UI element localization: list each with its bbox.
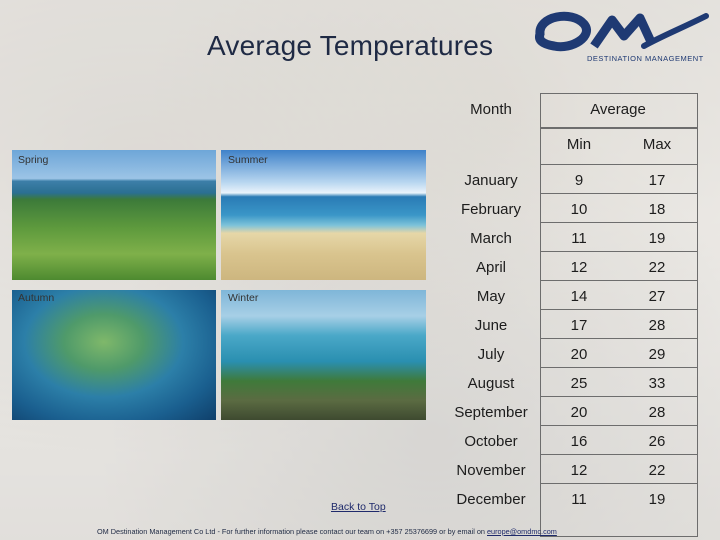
cell-max: 26 bbox=[648, 433, 666, 450]
values-border bbox=[540, 127, 698, 537]
row-divider bbox=[540, 280, 697, 281]
min-header: Min bbox=[566, 136, 592, 153]
row-divider bbox=[540, 338, 697, 339]
cell-max: 29 bbox=[648, 346, 666, 363]
page-title: Average Temperatures bbox=[207, 30, 494, 61]
cell-max: 28 bbox=[648, 317, 666, 334]
cell-min: 11 bbox=[571, 491, 587, 508]
footer-text: OM Destination Management Co Ltd - For f… bbox=[97, 527, 487, 536]
row-divider bbox=[540, 193, 697, 194]
cell-min: 9 bbox=[574, 172, 584, 189]
cell-month: June bbox=[474, 317, 508, 334]
cell-max: 33 bbox=[648, 375, 666, 392]
cell-month: April bbox=[475, 259, 506, 276]
cell-min: 20 bbox=[570, 404, 588, 421]
row-divider bbox=[540, 222, 697, 223]
cell-max: 17 bbox=[648, 172, 666, 189]
cell-min: 16 bbox=[570, 433, 588, 450]
winter-label: Winter bbox=[228, 292, 259, 304]
cell-month: November bbox=[456, 462, 526, 479]
month-header: Month bbox=[470, 101, 512, 118]
back-to-top-link[interactable]: Back to Top bbox=[331, 501, 386, 513]
cell-min: 10 bbox=[570, 201, 588, 218]
row-divider bbox=[540, 454, 697, 455]
row-divider bbox=[540, 396, 697, 397]
footer-contact: OM Destination Management Co Ltd - For f… bbox=[97, 527, 557, 536]
om-logo-icon bbox=[535, 11, 709, 52]
spring-label: Spring bbox=[18, 154, 49, 166]
autumn-label: Autumn bbox=[18, 292, 55, 304]
cell-min: 25 bbox=[570, 375, 588, 392]
average-header: Average bbox=[590, 101, 646, 118]
row-divider bbox=[540, 483, 697, 484]
cell-min: 12 bbox=[570, 259, 588, 276]
cell-month: October bbox=[464, 433, 518, 450]
row-divider bbox=[540, 251, 697, 252]
footer-email-link[interactable]: europe@omdmc.com bbox=[487, 527, 557, 536]
autumn-photo bbox=[12, 290, 216, 420]
cell-max: 28 bbox=[648, 404, 666, 421]
cell-max: 19 bbox=[648, 491, 666, 508]
logo-subtitle: DESTINATION MANAGEMENT bbox=[587, 54, 704, 63]
row-divider bbox=[540, 164, 697, 165]
cell-min: 11 bbox=[571, 230, 587, 247]
cell-month: December bbox=[456, 491, 526, 508]
cell-month: February bbox=[460, 201, 522, 218]
cell-max: 27 bbox=[648, 288, 666, 305]
cell-min: 12 bbox=[570, 462, 588, 479]
winter-photo bbox=[221, 290, 426, 420]
cell-min: 14 bbox=[570, 288, 588, 305]
spring-photo bbox=[12, 150, 216, 280]
row-divider bbox=[540, 309, 697, 310]
cell-month: August bbox=[467, 375, 515, 392]
average-header-border bbox=[540, 93, 698, 129]
cell-month: March bbox=[470, 230, 512, 247]
summer-label: Summer bbox=[228, 154, 268, 166]
cell-min: 17 bbox=[570, 317, 588, 334]
max-header: Max bbox=[642, 136, 672, 153]
cell-max: 22 bbox=[648, 462, 666, 479]
cell-month: September bbox=[454, 404, 528, 421]
cell-month: July bbox=[477, 346, 505, 363]
cell-month: May bbox=[476, 288, 506, 305]
cell-max: 19 bbox=[648, 230, 666, 247]
cell-max: 18 bbox=[648, 201, 666, 218]
row-divider bbox=[540, 367, 697, 368]
row-divider bbox=[540, 425, 697, 426]
summer-photo bbox=[221, 150, 426, 280]
cell-max: 22 bbox=[648, 259, 666, 276]
cell-month: January bbox=[464, 172, 518, 189]
cell-min: 20 bbox=[570, 346, 588, 363]
